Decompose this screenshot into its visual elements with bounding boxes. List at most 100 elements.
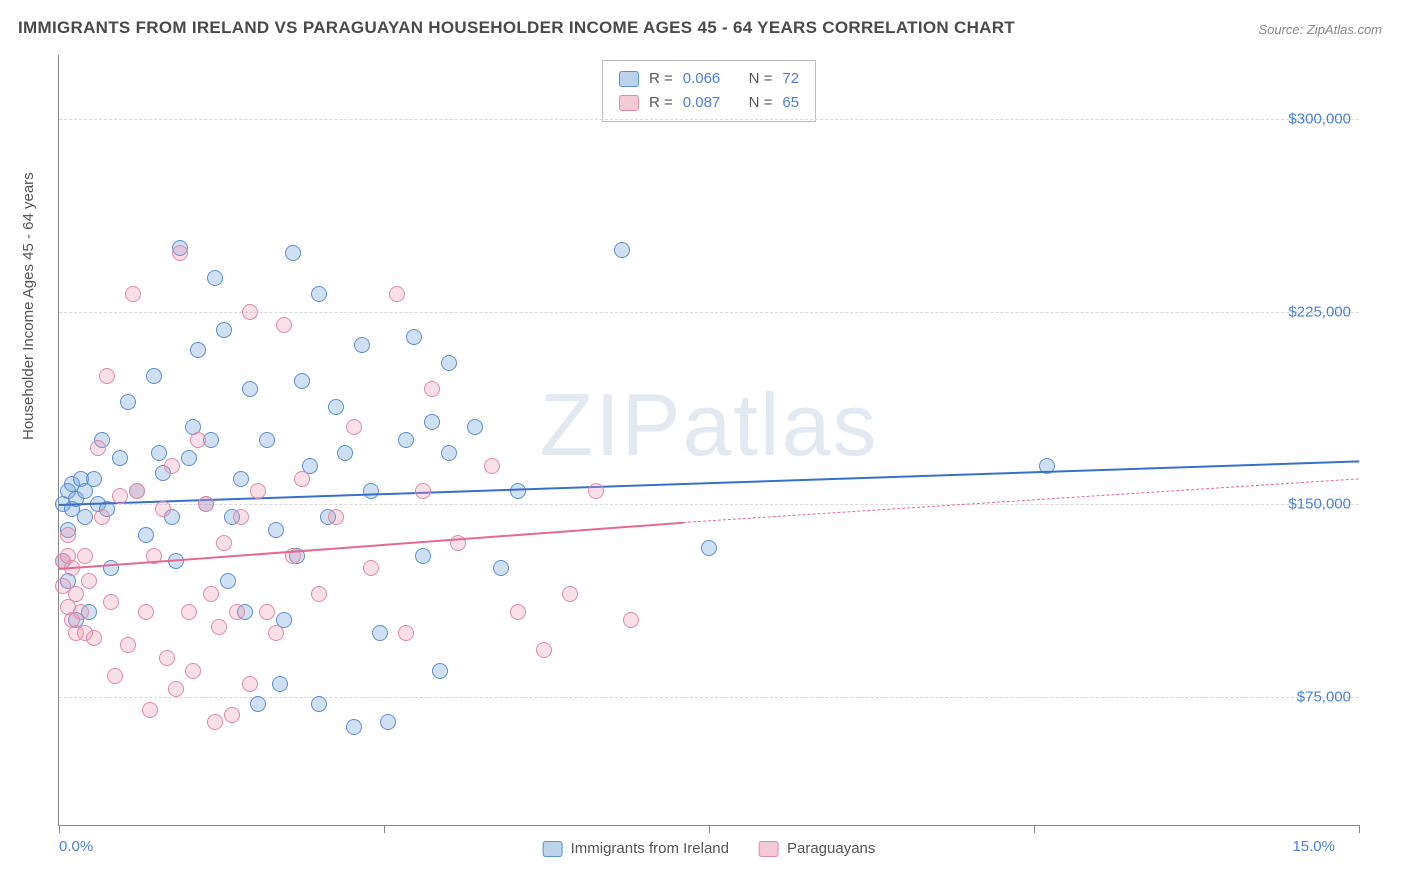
- n-value: 65: [782, 91, 799, 115]
- x-tick: [1034, 825, 1035, 833]
- data-point: [484, 458, 500, 474]
- watermark: ZIPatlas: [540, 374, 879, 476]
- data-point: [259, 432, 275, 448]
- data-point: [203, 586, 219, 602]
- data-point: [276, 317, 292, 333]
- data-point: [138, 527, 154, 543]
- data-point: [294, 373, 310, 389]
- n-value: 72: [782, 67, 799, 91]
- data-point: [250, 696, 266, 712]
- data-point: [151, 445, 167, 461]
- legend-item: Immigrants from Ireland: [543, 840, 729, 857]
- data-point: [242, 381, 258, 397]
- data-point: [224, 707, 240, 723]
- data-point: [86, 471, 102, 487]
- legend-item: Paraguayans: [759, 840, 875, 857]
- data-point: [112, 450, 128, 466]
- data-point: [220, 573, 236, 589]
- gridline: [59, 119, 1359, 120]
- data-point: [164, 458, 180, 474]
- data-point: [229, 604, 245, 620]
- legend-swatch: [619, 95, 639, 111]
- legend-correlation: R = 0.066 N = 72 R = 0.087 N = 65: [602, 60, 816, 122]
- data-point: [68, 586, 84, 602]
- data-point: [60, 527, 76, 543]
- r-label: R =: [649, 67, 673, 91]
- data-point: [432, 663, 448, 679]
- data-point: [380, 714, 396, 730]
- data-point: [415, 483, 431, 499]
- x-axis-max-label: 15.0%: [1292, 838, 1335, 855]
- data-point: [493, 560, 509, 576]
- data-point: [389, 286, 405, 302]
- data-point: [216, 322, 232, 338]
- legend-swatch: [543, 841, 563, 857]
- data-point: [190, 342, 206, 358]
- data-point: [146, 368, 162, 384]
- n-label: N =: [749, 91, 773, 115]
- data-point: [142, 702, 158, 718]
- data-point: [103, 594, 119, 610]
- data-point: [155, 501, 171, 517]
- data-point: [120, 394, 136, 410]
- data-point: [259, 604, 275, 620]
- data-point: [107, 668, 123, 684]
- legend-row: R = 0.087 N = 65: [619, 91, 799, 115]
- legend-swatch: [619, 71, 639, 87]
- trend-line-extrapolated: [683, 478, 1359, 523]
- scatter-chart: ZIPatlas R =0.066 N =72R =0.087 N =65 Im…: [58, 55, 1359, 826]
- data-point: [86, 630, 102, 646]
- data-point: [424, 381, 440, 397]
- chart-title: IMMIGRANTS FROM IRELAND VS PARAGUAYAN HO…: [18, 18, 1015, 38]
- data-point: [125, 286, 141, 302]
- data-point: [363, 560, 379, 576]
- data-point: [73, 604, 89, 620]
- data-point: [536, 642, 552, 658]
- data-point: [337, 445, 353, 461]
- data-point: [328, 509, 344, 525]
- data-point: [250, 483, 266, 499]
- data-point: [441, 445, 457, 461]
- data-point: [268, 522, 284, 538]
- r-value: 0.087: [683, 91, 721, 115]
- data-point: [172, 245, 188, 261]
- data-point: [185, 663, 201, 679]
- r-label: R =: [649, 91, 673, 115]
- data-point: [510, 604, 526, 620]
- data-point: [398, 432, 414, 448]
- gridline: [59, 504, 1359, 505]
- data-point: [268, 625, 284, 641]
- data-point: [242, 676, 258, 692]
- data-point: [328, 399, 344, 415]
- r-value: 0.066: [683, 67, 721, 91]
- data-point: [311, 586, 327, 602]
- data-point: [294, 471, 310, 487]
- legend-row: R = 0.066 N = 72: [619, 67, 799, 91]
- data-point: [406, 329, 422, 345]
- legend-swatch: [759, 841, 779, 857]
- legend-series: Immigrants from Ireland Paraguayans: [543, 840, 876, 857]
- data-point: [77, 509, 93, 525]
- x-tick: [1359, 825, 1360, 833]
- data-point: [90, 440, 106, 456]
- data-point: [99, 368, 115, 384]
- data-point: [138, 604, 154, 620]
- data-point: [311, 696, 327, 712]
- data-point: [242, 304, 258, 320]
- y-tick-label: $150,000: [1288, 496, 1351, 513]
- data-point: [190, 432, 206, 448]
- data-point: [701, 540, 717, 556]
- data-point: [207, 714, 223, 730]
- data-point: [346, 419, 362, 435]
- data-point: [77, 548, 93, 564]
- n-label: N =: [749, 67, 773, 91]
- data-point: [398, 625, 414, 641]
- data-point: [168, 681, 184, 697]
- x-tick: [384, 825, 385, 833]
- data-point: [623, 612, 639, 628]
- data-point: [614, 242, 630, 258]
- data-point: [311, 286, 327, 302]
- data-point: [207, 270, 223, 286]
- x-tick: [59, 825, 60, 833]
- x-axis-min-label: 0.0%: [59, 838, 93, 855]
